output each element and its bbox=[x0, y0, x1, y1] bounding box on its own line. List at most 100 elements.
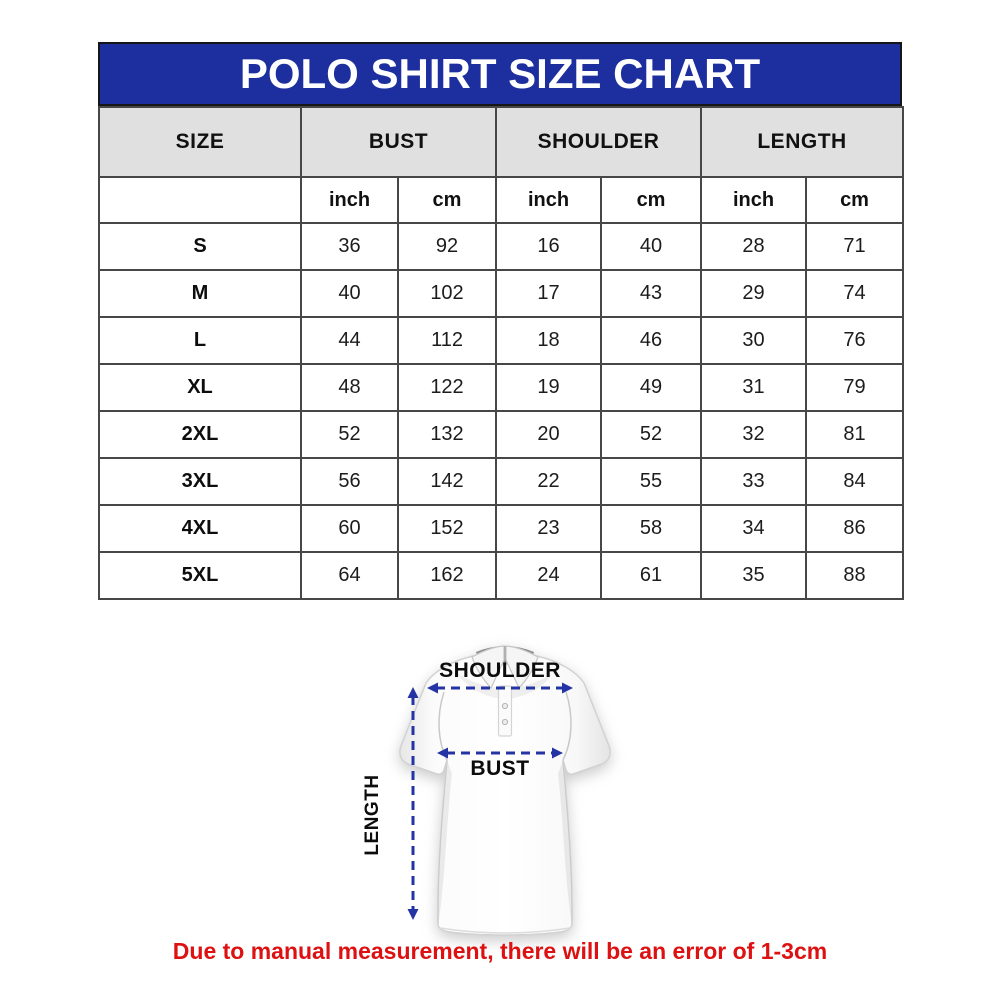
table-header-row: SIZE BUST SHOULDER LENGTH bbox=[98, 106, 905, 178]
table-row-xl: XL 48 122 19 49 31 79 bbox=[98, 363, 905, 412]
table-row-l: L 44 112 18 46 30 76 bbox=[98, 316, 905, 365]
table-row-4xl: 4XL 60 152 23 58 34 86 bbox=[98, 504, 905, 553]
value-cell: 52 bbox=[600, 410, 703, 459]
table-row-m: M 40 102 17 43 29 74 bbox=[98, 269, 905, 318]
size-label: XL bbox=[98, 363, 302, 412]
value-cell: 60 bbox=[300, 504, 399, 553]
value-cell: 79 bbox=[805, 363, 905, 412]
value-cell: 35 bbox=[700, 551, 808, 600]
value-cell: 22 bbox=[495, 457, 603, 506]
value-cell: 33 bbox=[700, 457, 808, 506]
value-cell: 44 bbox=[300, 316, 399, 365]
value-cell: 32 bbox=[700, 410, 808, 459]
value-cell: 81 bbox=[805, 410, 905, 459]
value-cell: 52 bbox=[300, 410, 399, 459]
unit-shoulder-cm: cm bbox=[600, 176, 703, 224]
value-cell: 40 bbox=[600, 222, 703, 271]
value-cell: 58 bbox=[600, 504, 703, 553]
table-row-5xl: 5XL 64 162 24 61 35 88 bbox=[98, 551, 905, 600]
measurement-arrows bbox=[407, 682, 573, 920]
value-cell: 48 bbox=[300, 363, 399, 412]
value-cell: 55 bbox=[600, 457, 703, 506]
bust-arrow bbox=[437, 747, 563, 759]
value-cell: 20 bbox=[495, 410, 603, 459]
value-cell: 34 bbox=[700, 504, 808, 553]
unit-length-inch: inch bbox=[700, 176, 808, 224]
value-cell: 61 bbox=[600, 551, 703, 600]
value-cell: 19 bbox=[495, 363, 603, 412]
value-cell: 88 bbox=[805, 551, 905, 600]
value-cell: 152 bbox=[396, 504, 498, 553]
size-table: SIZE BUST SHOULDER LENGTH inch cm inch c… bbox=[98, 106, 905, 600]
value-cell: 86 bbox=[805, 504, 905, 553]
shirt-button bbox=[501, 718, 509, 726]
table-row-3xl: 3XL 56 142 22 55 33 84 bbox=[98, 457, 905, 506]
shirt-collar-left bbox=[471, 645, 505, 690]
value-cell: 17 bbox=[495, 269, 603, 318]
size-label: 2XL bbox=[98, 410, 302, 459]
bust-measure-label: BUST bbox=[470, 757, 530, 780]
shirt-collar-right bbox=[505, 645, 539, 690]
chart-title: POLO SHIRT SIZE CHART bbox=[239, 50, 761, 97]
length-measure-label: LENGTH bbox=[362, 774, 383, 856]
shirt-right-shadow bbox=[558, 760, 573, 925]
value-cell: 92 bbox=[396, 222, 498, 271]
measurement-error-note: Due to manual measurement, there will be… bbox=[172, 938, 828, 964]
value-cell: 64 bbox=[300, 551, 399, 600]
value-cell: 16 bbox=[495, 222, 603, 271]
value-cell: 162 bbox=[396, 551, 498, 600]
value-cell: 43 bbox=[600, 269, 703, 318]
col-header-length: LENGTH bbox=[700, 106, 905, 178]
shirt-placket bbox=[497, 685, 513, 737]
value-cell: 49 bbox=[600, 363, 703, 412]
size-label: 3XL bbox=[98, 457, 302, 506]
shoulder-arrow bbox=[427, 682, 573, 694]
table-unit-row: inch cm inch cm inch cm bbox=[98, 176, 905, 224]
value-cell: 24 bbox=[495, 551, 603, 600]
shirt-button bbox=[501, 702, 509, 710]
value-cell: 71 bbox=[805, 222, 905, 271]
shirt-hem-seam bbox=[439, 927, 571, 934]
value-cell: 46 bbox=[600, 316, 703, 365]
col-header-shoulder: SHOULDER bbox=[495, 106, 703, 178]
unit-row-spacer-cell bbox=[98, 176, 302, 224]
size-label: M bbox=[98, 269, 302, 318]
chart-title-bar: POLO SHIRT SIZE CHART bbox=[98, 42, 902, 106]
table-row-2xl: 2XL 52 132 20 52 32 81 bbox=[98, 410, 905, 459]
value-cell: 112 bbox=[396, 316, 498, 365]
col-header-bust: BUST bbox=[299, 106, 498, 178]
size-label: S bbox=[98, 222, 302, 271]
value-cell: 102 bbox=[396, 269, 498, 318]
value-cell: 40 bbox=[300, 269, 399, 318]
measurement-diagram bbox=[340, 642, 640, 942]
size-chart: POLO SHIRT SIZE CHART SIZE BUST SHOULDER… bbox=[98, 42, 905, 600]
length-arrow bbox=[407, 687, 419, 920]
value-cell: 23 bbox=[495, 504, 603, 553]
unit-length-cm: cm bbox=[805, 176, 905, 224]
value-cell: 18 bbox=[495, 316, 603, 365]
value-cell: 28 bbox=[700, 222, 808, 271]
col-header-size: SIZE bbox=[98, 106, 302, 178]
table-row-s: S 36 92 16 40 28 71 bbox=[98, 222, 905, 271]
value-cell: 56 bbox=[300, 457, 399, 506]
value-cell: 29 bbox=[700, 269, 808, 318]
size-label: L bbox=[98, 316, 302, 365]
shirt-body bbox=[399, 655, 611, 936]
value-cell: 74 bbox=[805, 269, 905, 318]
value-cell: 122 bbox=[396, 363, 498, 412]
value-cell: 76 bbox=[805, 316, 905, 365]
value-cell: 30 bbox=[700, 316, 808, 365]
size-label: 4XL bbox=[98, 504, 302, 553]
shirt-left-shadow bbox=[437, 760, 452, 925]
size-label: 5XL bbox=[98, 551, 302, 600]
value-cell: 84 bbox=[805, 457, 905, 506]
unit-bust-cm: cm bbox=[396, 176, 498, 224]
shirt-right-armhole-seam bbox=[562, 691, 572, 761]
unit-shoulder-inch: inch bbox=[495, 176, 603, 224]
value-cell: 132 bbox=[396, 410, 498, 459]
unit-bust-inch: inch bbox=[300, 176, 399, 224]
value-cell: 142 bbox=[396, 457, 498, 506]
value-cell: 36 bbox=[300, 222, 399, 271]
shoulder-measure-label: SHOULDER bbox=[439, 659, 561, 682]
